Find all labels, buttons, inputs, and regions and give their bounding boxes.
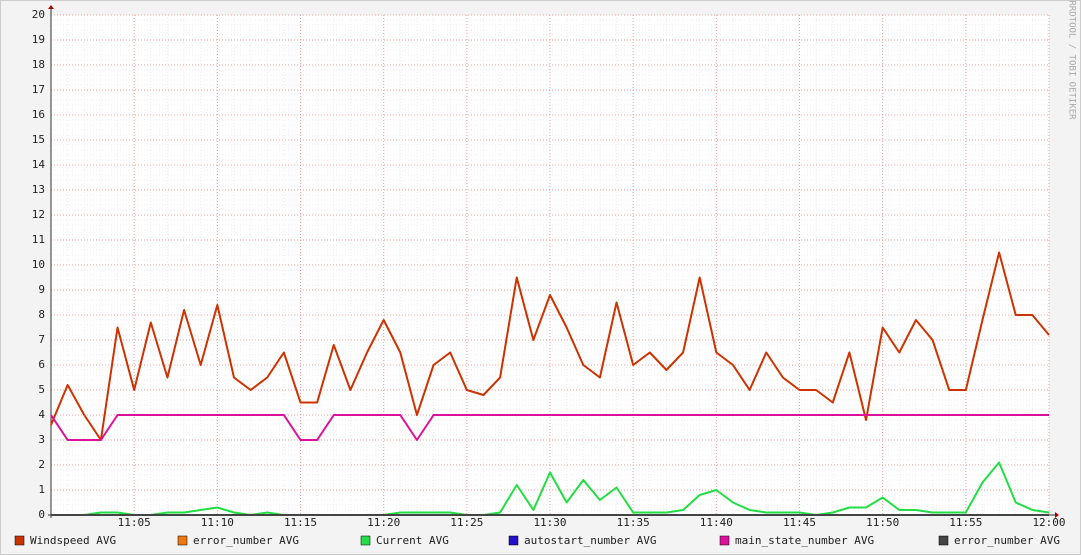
y-tick-label: 17 <box>32 83 45 96</box>
x-tick-label: 11:40 <box>700 516 733 529</box>
legend-swatch <box>938 535 949 546</box>
x-tick-label: 11:50 <box>866 516 899 529</box>
x-tick-label: 11:05 <box>118 516 151 529</box>
x-tick-label: 11:45 <box>783 516 816 529</box>
y-tick-label: 1 <box>38 483 45 496</box>
y-tick-label: 19 <box>32 33 45 46</box>
legend-label: main_state_number AVG <box>735 534 874 547</box>
y-tick-label: 5 <box>38 383 45 396</box>
y-tick-label: 11 <box>32 233 45 246</box>
legend-label: error_number AVG <box>193 534 299 547</box>
y-tick-label: 10 <box>32 258 45 271</box>
legend-swatch <box>360 535 371 546</box>
y-tick-label: 13 <box>32 183 45 196</box>
y-tick-label: 20 <box>32 8 45 21</box>
legend-swatch <box>177 535 188 546</box>
watermark: RRDTOOL / TOBI OETIKER <box>1067 0 1077 120</box>
legend-label: autostart_number AVG <box>524 534 656 547</box>
x-tick-label: 11:20 <box>367 516 400 529</box>
x-tick-label: 11:10 <box>201 516 234 529</box>
series-line <box>50 414 1049 441</box>
x-tick-label: 11:30 <box>533 516 566 529</box>
y-tick-label: 4 <box>38 408 45 421</box>
legend-label: Windspeed AVG <box>30 534 116 547</box>
legend-swatch <box>14 535 25 546</box>
x-tick-label: 12:00 <box>1032 516 1065 529</box>
y-tick-label: 18 <box>32 58 45 71</box>
axis-arrow <box>48 5 54 9</box>
series-line <box>50 251 1050 441</box>
y-tick-label: 0 <box>38 508 45 521</box>
x-tick-label: 11:25 <box>450 516 483 529</box>
y-tick-label: 2 <box>38 458 45 471</box>
x-tick-label: 11:35 <box>617 516 650 529</box>
x-tick-label: 11:55 <box>949 516 982 529</box>
axis-arrow <box>1055 512 1059 518</box>
y-tick-label: 9 <box>38 283 45 296</box>
y-tick-label: 7 <box>38 333 45 346</box>
x-tick-label: 11:15 <box>284 516 317 529</box>
y-tick-label: 15 <box>32 133 45 146</box>
y-tick-label: 6 <box>38 358 45 371</box>
legend-label: error_number AVG <box>954 534 1060 547</box>
y-tick-label: 14 <box>32 158 46 171</box>
y-tick-label: 3 <box>38 433 45 446</box>
legend-swatch <box>719 535 730 546</box>
legend-swatch <box>508 535 519 546</box>
series-line <box>51 461 1050 516</box>
y-tick-label: 16 <box>32 108 45 121</box>
y-tick-label: 12 <box>32 208 45 221</box>
legend-label: Current AVG <box>376 534 449 547</box>
y-tick-label: 8 <box>38 308 45 321</box>
